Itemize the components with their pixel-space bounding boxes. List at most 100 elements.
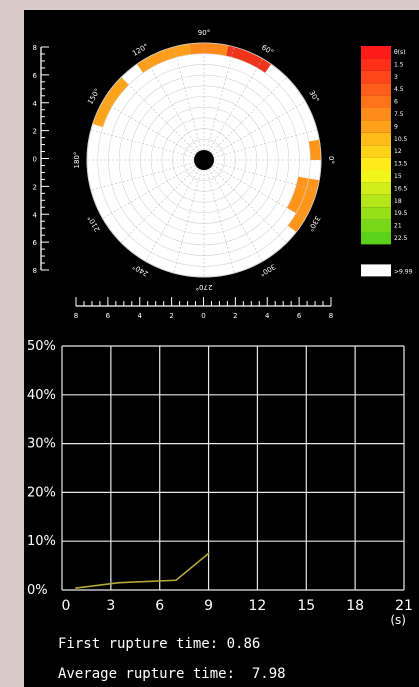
polar-radial-line (206, 46, 235, 151)
rupture-series-point (207, 552, 210, 555)
left-ruler-label: 0 (33, 156, 37, 164)
angle-label-0: 0° (327, 156, 335, 164)
colorbar-cell (361, 145, 391, 158)
polar-radial-line (212, 101, 306, 156)
colorbar-cell (361, 46, 391, 59)
colorbar-cell (361, 83, 391, 96)
colorbar-label: 10.5 (394, 136, 408, 143)
left-ruler-label: 2 (33, 183, 37, 191)
colorbar-cell (361, 157, 391, 170)
polar-radial-line (145, 58, 200, 152)
bottom-ruler-label: 8 (329, 312, 333, 320)
average-rupture-row: Average rupture time: 7.98 (58, 666, 286, 682)
bottom-ruler-label: 6 (297, 312, 302, 320)
angle-label-30: 30° (307, 89, 320, 104)
colorbar-cell (361, 70, 391, 84)
colorbar-cell (361, 132, 391, 146)
left-ruler-label: 8 (33, 267, 37, 275)
rupture-line-chart: 0 3 6 9 12 15 18 21 0% 10% 20% 30% 40% 50% (s) (27, 339, 413, 627)
left-ruler-label: 2 (33, 128, 37, 136)
x-tick-label: 18 (346, 598, 364, 614)
polar-ring (86, 42, 322, 278)
y-tick-label: 50% (27, 339, 56, 354)
colorbar-label: θ(s) (394, 49, 405, 56)
colorbar-label: 16.5 (394, 185, 408, 192)
y-tick-label: 30% (27, 437, 56, 452)
polar-ring (118, 74, 290, 246)
angle-label-120: 120° (131, 42, 150, 57)
first-rupture-row: First rupture time: 0.86 (58, 636, 260, 652)
angle-label-60: 60° (260, 43, 275, 56)
colorbar-overflow-label: >9.99 (394, 268, 413, 275)
colorbar-cell (361, 120, 391, 133)
colorbar-cell (361, 108, 391, 121)
heat-segment-2 (136, 43, 192, 73)
bottom-ruler-label: 8 (74, 312, 78, 320)
polar-radial-line (121, 77, 198, 154)
rupture-series-point (75, 587, 77, 589)
heat-segment-6 (308, 139, 321, 160)
y-tick-label: 0% (27, 583, 48, 598)
polar-heatmap: 0° 30° 60° 90° 120° 150° 180° 210° 240° 270° 300° 3… (33, 29, 413, 320)
colorbar-cell (361, 182, 391, 195)
y-tick-label: 10% (27, 534, 56, 549)
colorbar-label: 22.5 (394, 235, 408, 242)
polar-ring (150, 106, 258, 214)
bottom-ruler-label: 2 (233, 312, 237, 320)
heat-segment-5 (286, 176, 320, 219)
angle-label-180: 180° (73, 152, 81, 169)
polar-ring (183, 139, 226, 182)
polar-radial-line (102, 101, 196, 156)
bottom-ruler-label: 2 (169, 312, 173, 320)
colorbar-label: 7.5 (394, 111, 404, 118)
polar-radial-line (173, 46, 202, 151)
polar-radial-line (210, 166, 287, 243)
colorbar-label: 1.5 (394, 61, 404, 68)
colorbar-cell (361, 58, 391, 71)
angle-label-300: 300° (258, 262, 277, 277)
polar-radial-line (121, 166, 198, 243)
x-tick-label: 0 (62, 598, 71, 614)
polar-radial-line (213, 129, 318, 158)
left-ruler-label: 6 (33, 239, 38, 247)
angle-label-210: 210° (86, 214, 101, 233)
polar-radial-line (145, 168, 200, 262)
polar-radial-line (208, 168, 263, 262)
x-unit-label: (s) (390, 613, 406, 627)
colorbar-cell (361, 95, 391, 108)
y-tick-label: 20% (27, 485, 56, 500)
bottom-ruler-label: 6 (106, 312, 111, 320)
first-rupture-value: 0.86 (226, 636, 261, 652)
rupture-series-line (75, 552, 210, 589)
colorbar-label: 15 (394, 173, 402, 180)
angle-label-90: 90° (198, 29, 210, 37)
colorbar-cell (361, 170, 391, 183)
colorbar-label: 6 (394, 99, 398, 106)
colorbar-cell (361, 219, 391, 232)
colorbar-label: 9 (394, 123, 398, 130)
colorbar-cell (361, 194, 391, 208)
polar-radial-line (102, 164, 196, 219)
left-ruler-label: 4 (33, 100, 38, 108)
colorbar-label: 4.5 (394, 86, 404, 93)
colorbar-label: 12 (394, 148, 402, 155)
left-ruler-label: 6 (33, 72, 38, 80)
colorbar-label: 19.5 (394, 210, 408, 217)
polar-radial-line (90, 162, 195, 191)
bottom-ruler-label: 4 (138, 312, 143, 320)
polar-radial-line (213, 162, 318, 191)
bottom-ruler-label: 4 (265, 312, 270, 320)
rupture-series-point (175, 579, 177, 582)
x-tick-label: 6 (155, 598, 164, 614)
rupture-monitor-screen: 0° 30° 60° 90° 120° 150° 180° 210° 240° 270° 300° 3… (24, 10, 419, 687)
left-ruler-label: 8 (33, 44, 37, 52)
angle-label-240: 240° (131, 262, 150, 277)
colorbar-label: 13.5 (394, 161, 408, 168)
bottom-ruler-label: 0 (201, 312, 205, 320)
first-rupture-label: First rupture time: (58, 636, 219, 652)
polar-radial-line (206, 169, 235, 274)
colorbar-label: 18 (394, 198, 402, 205)
average-rupture-value: 7.98 (251, 666, 286, 682)
rupture-series-point (118, 581, 120, 584)
heat-segment-3 (92, 77, 129, 128)
